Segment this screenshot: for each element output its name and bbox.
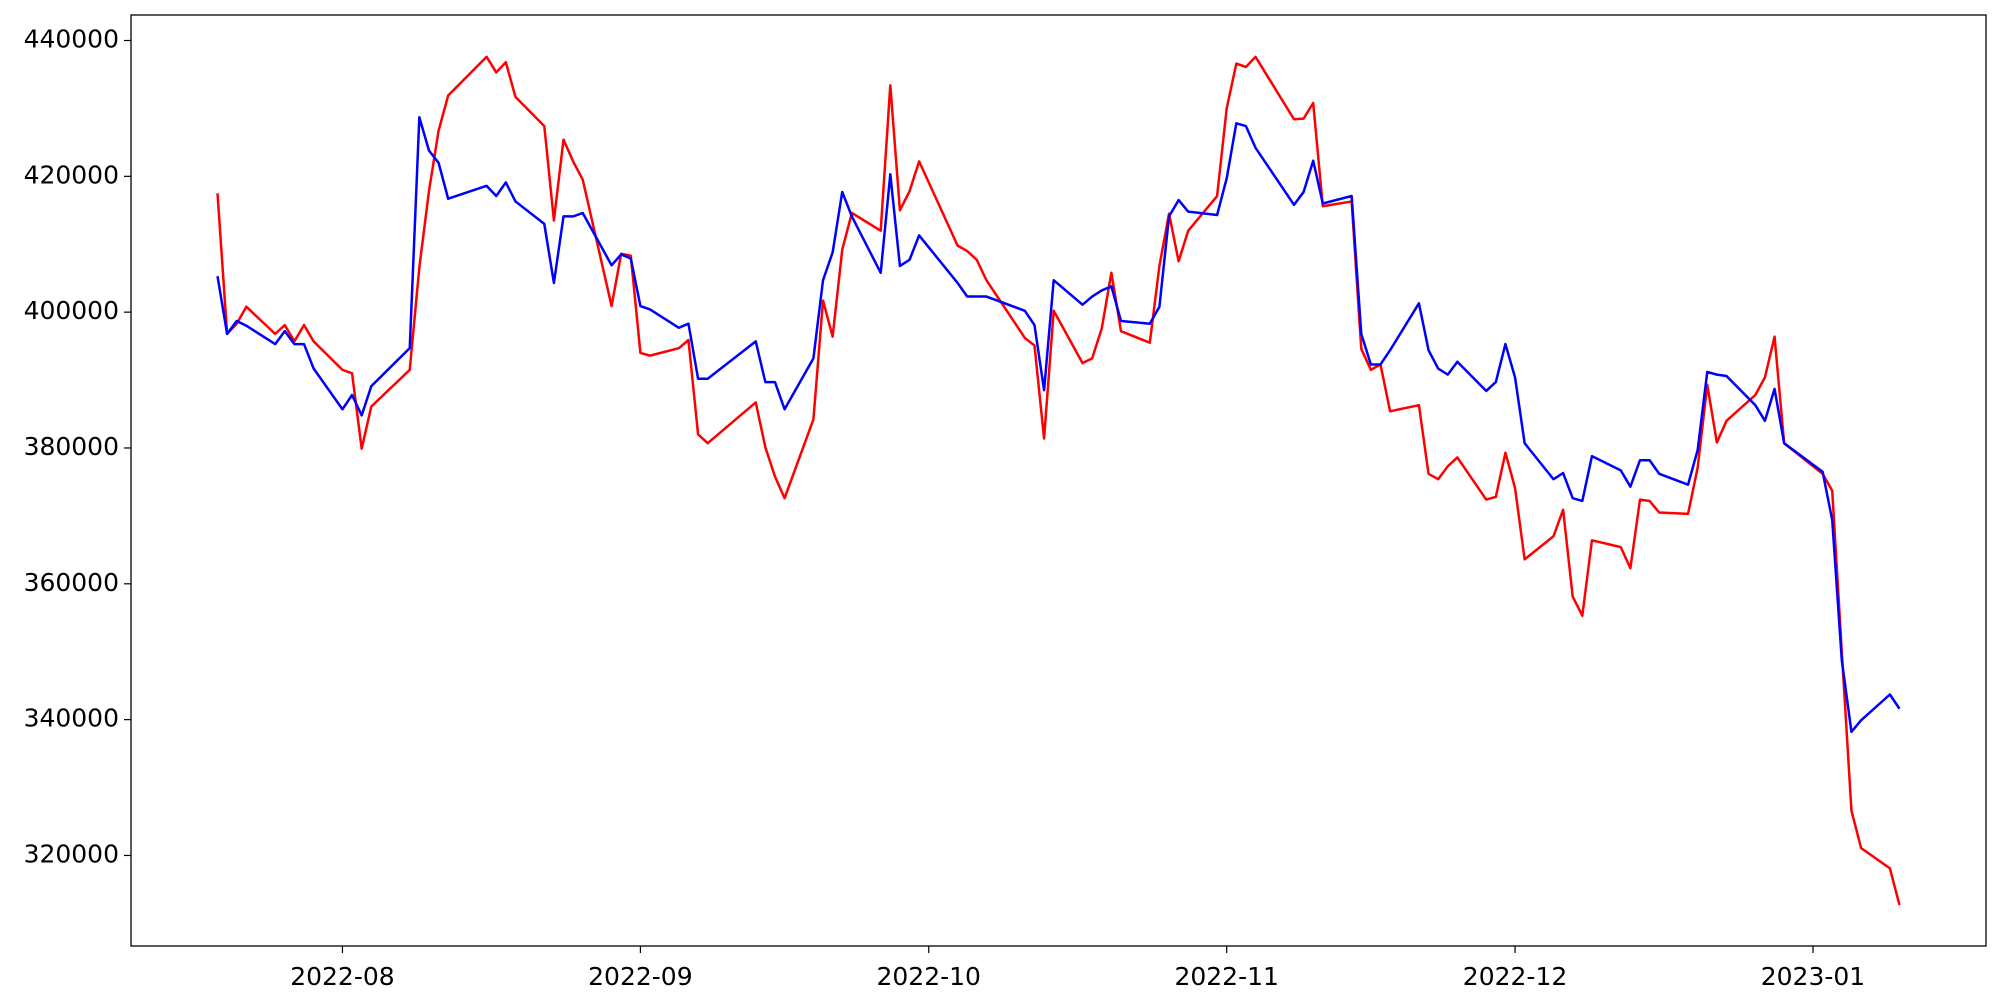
x-tick-label: 2023-01 [1761, 962, 1865, 991]
y-tick-label: 380000 [24, 432, 119, 461]
x-tick-label: 2022-08 [290, 962, 394, 991]
y-tick-label: 340000 [24, 704, 119, 733]
y-tick-label: 320000 [24, 839, 119, 868]
y-tick-label: 420000 [24, 160, 119, 189]
x-tick-label: 2022-12 [1463, 962, 1567, 991]
x-tick-label: 2022-10 [877, 962, 981, 991]
plot-frame [130, 14, 1987, 947]
series-line [216, 115, 1901, 734]
y-tick-label: 400000 [24, 296, 119, 325]
x-tick-label: 2022-09 [588, 962, 692, 991]
x-tick-label: 2022-11 [1174, 962, 1278, 991]
y-tick-label: 360000 [24, 568, 119, 597]
y-tick-label: 440000 [24, 25, 119, 54]
series-line [216, 55, 1901, 906]
